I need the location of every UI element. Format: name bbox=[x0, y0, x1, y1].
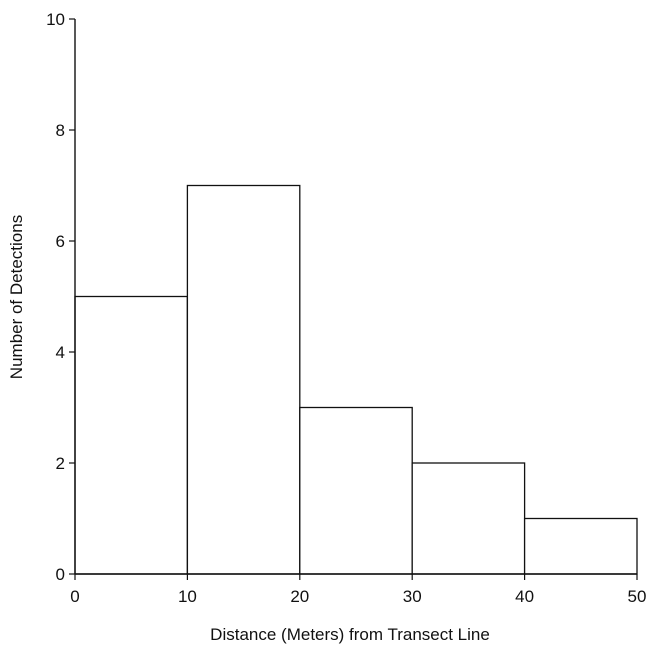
bars-layer bbox=[74, 184, 638, 575]
histogram-bar-1 bbox=[186, 184, 301, 575]
histogram-bar-3 bbox=[411, 462, 526, 575]
x-tick-label-0: 0 bbox=[70, 587, 79, 606]
labels-layer: 0 10 20 30 40 50 0 2 4 6 8 10 bbox=[46, 10, 646, 606]
x-tick-label-1: 10 bbox=[178, 587, 197, 606]
histogram-bar-0 bbox=[74, 295, 189, 575]
y-tick-label-5: 10 bbox=[46, 10, 65, 29]
y-tick-label-1: 2 bbox=[56, 454, 65, 473]
y-axis-title: Number of Detections bbox=[7, 215, 26, 379]
y-tick-label-3: 6 bbox=[56, 232, 65, 251]
y-tick-label-4: 8 bbox=[56, 121, 65, 140]
x-tick-label-5: 50 bbox=[628, 587, 647, 606]
histogram-bar-2 bbox=[299, 406, 413, 575]
histogram-bar-4 bbox=[523, 517, 638, 575]
x-tick-label-3: 30 bbox=[403, 587, 422, 606]
x-axis-title: Distance (Meters) from Transect Line bbox=[210, 625, 490, 644]
y-tick-label-0: 0 bbox=[56, 565, 65, 584]
axes-layer bbox=[69, 18, 638, 580]
x-tick-label-2: 20 bbox=[290, 587, 309, 606]
x-tick-label-4: 40 bbox=[515, 587, 534, 606]
y-tick-label-2: 4 bbox=[56, 343, 65, 362]
